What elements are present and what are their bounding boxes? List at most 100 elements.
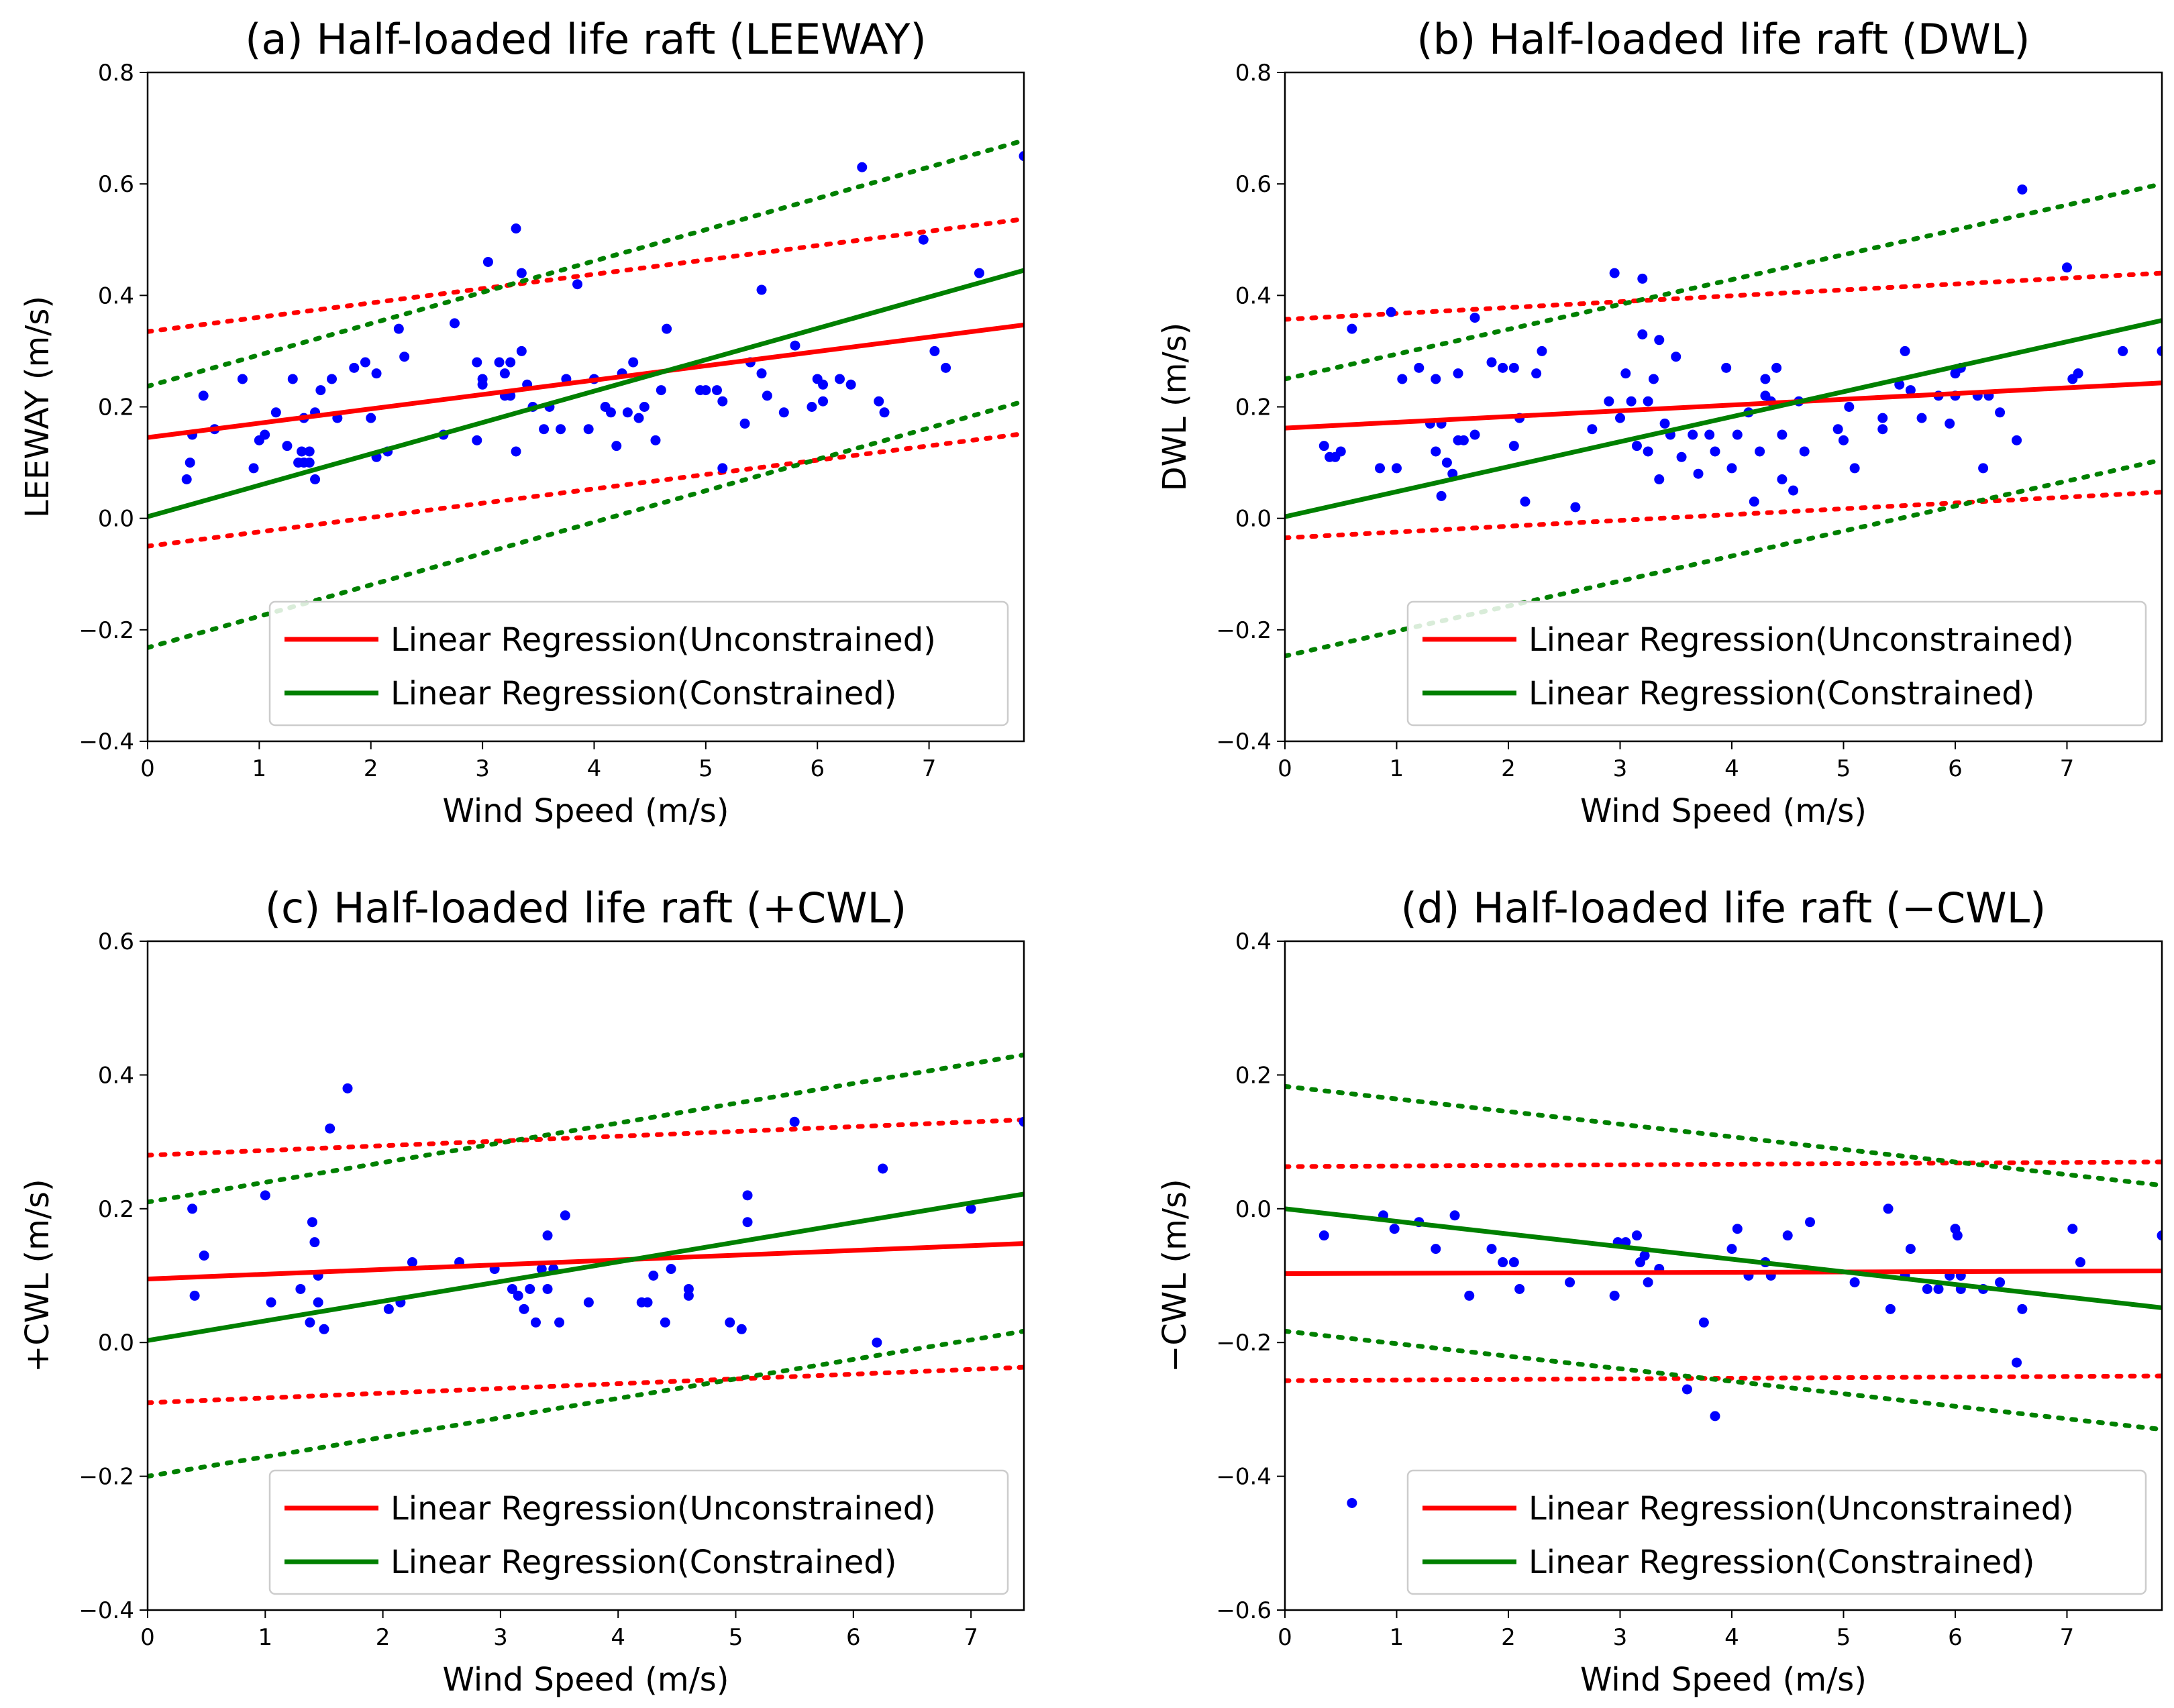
data-point	[1347, 1497, 1357, 1508]
data-point	[260, 1190, 270, 1201]
data-point	[1643, 446, 1653, 457]
plot-area	[1285, 181, 2162, 659]
data-point	[1726, 1244, 1737, 1255]
plot-area	[148, 138, 1024, 650]
data-point	[656, 385, 666, 396]
data-point	[1760, 374, 1771, 384]
data-point	[2075, 1257, 2085, 1268]
data-point	[1877, 424, 1888, 435]
data-point	[542, 1230, 553, 1241]
data-point	[1508, 362, 1519, 373]
data-point	[857, 162, 868, 172]
data-point	[1732, 1224, 1743, 1234]
legend-label: Linear Regression(Unconstrained)	[1529, 1490, 2074, 1528]
data-point	[525, 1283, 535, 1294]
data-point	[1453, 368, 1463, 379]
data-point	[1710, 1411, 1720, 1422]
data-point	[1531, 368, 1542, 379]
data-point	[1849, 1277, 1860, 1287]
y-tick-label: 0.4	[1235, 282, 1272, 309]
data-point	[834, 374, 845, 384]
legend-box	[268, 1469, 1009, 1595]
constrained-lower-bound-line	[1285, 1328, 2162, 1432]
chart-title: (a) Half-loaded life raft (LEEWAY)	[245, 15, 926, 64]
data-point	[1916, 413, 1927, 423]
data-point	[966, 1204, 976, 1214]
data-point	[1832, 424, 1843, 435]
data-point	[383, 1303, 394, 1314]
unconstrained-regression-line	[1285, 380, 2162, 431]
data-point	[1698, 1317, 1709, 1328]
data-point	[1681, 1384, 1692, 1395]
axes-frame	[146, 940, 1025, 1611]
data-point	[1498, 1257, 1508, 1268]
data-point	[572, 279, 583, 290]
plot-area	[148, 1052, 1024, 1479]
data-point	[199, 1250, 209, 1261]
data-point	[325, 1123, 335, 1134]
data-point	[1604, 396, 1614, 407]
data-point	[879, 407, 890, 418]
data-point	[717, 396, 728, 407]
y-tick-label: −0.2	[79, 617, 134, 644]
axes-frame	[146, 71, 1025, 743]
y-axis-label: +CWL (m/s)	[19, 1179, 56, 1373]
data-point	[304, 458, 315, 468]
data-point	[1431, 374, 1441, 384]
data-point	[1952, 1230, 1963, 1241]
data-point	[1486, 1244, 1497, 1255]
x-tick-label: 5	[1836, 755, 1851, 782]
data-point	[1676, 451, 1687, 462]
y-tick-label: 0.4	[1235, 928, 1272, 955]
data-point	[583, 424, 594, 435]
constrained-regression-line	[1285, 318, 2162, 519]
data-point	[399, 352, 410, 362]
data-point	[1514, 1283, 1525, 1294]
data-point	[762, 390, 772, 401]
legend-label: Linear Regression(Constrained)	[1529, 675, 2034, 712]
data-point	[1726, 463, 1737, 474]
data-point	[742, 1190, 753, 1201]
y-tick-label: 0.2	[98, 394, 134, 421]
legend: Linear Regression(Unconstrained) Linear R…	[268, 600, 1009, 727]
data-point	[583, 1297, 594, 1307]
y-tick-label: 0.2	[98, 1196, 134, 1223]
unconstrained-lower-bound-line	[1285, 490, 2162, 541]
x-tick-label: 6	[810, 755, 825, 782]
data-point	[1732, 429, 1743, 440]
data-point	[477, 374, 488, 384]
data-point	[1799, 446, 1810, 457]
data-point	[845, 379, 856, 390]
constrained-regression-line	[148, 1191, 1024, 1343]
chart-panel-4: (d) Half-loaded life raft (−CWL) Wind Spe…	[1156, 884, 2163, 1699]
data-point	[1922, 1283, 1932, 1294]
data-point	[1431, 1244, 1441, 1255]
data-point	[366, 413, 376, 423]
data-point	[2157, 1230, 2162, 1241]
data-point	[1637, 329, 1648, 339]
data-point	[1710, 446, 1720, 457]
data-point	[2157, 345, 2162, 356]
y-tick-label: 0.0	[1235, 1196, 1272, 1223]
axes-frame	[1284, 940, 2163, 1611]
x-tick-label: 1	[252, 755, 267, 782]
data-point	[1631, 1230, 1642, 1241]
constrained-lower-bound-line	[148, 1328, 1024, 1479]
y-tick-label: −0.4	[79, 729, 134, 755]
data-point	[818, 396, 829, 407]
constrained-regression-line	[148, 268, 1024, 519]
constrained-regression-line	[1285, 1206, 2162, 1310]
data-point	[516, 268, 527, 278]
x-tick-label: 5	[698, 755, 713, 782]
unconstrained-upper-bound-line	[1285, 270, 2162, 322]
data-point	[736, 1324, 747, 1334]
x-tick-label: 3	[1613, 755, 1628, 782]
data-point	[918, 234, 929, 245]
data-point	[1389, 1224, 1400, 1234]
legend-box	[1406, 600, 2147, 727]
data-point	[198, 390, 209, 401]
data-point	[1844, 402, 1855, 412]
data-point	[556, 424, 566, 435]
data-point	[295, 1283, 306, 1294]
data-point	[872, 1337, 882, 1348]
